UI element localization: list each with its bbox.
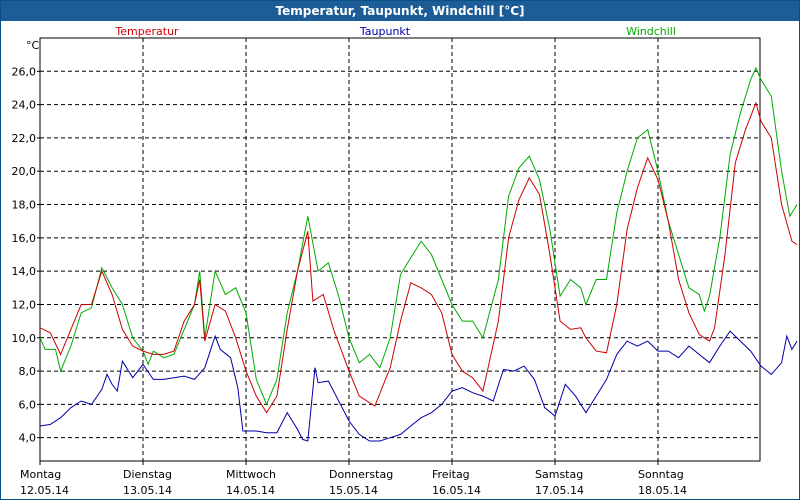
y-tick-label: 10,0 bbox=[12, 332, 37, 345]
y-tick-label: 8,0 bbox=[19, 365, 37, 378]
x-tick-day-label: Mittwoch bbox=[226, 468, 276, 481]
x-tick-date-label: 17.05.14 bbox=[535, 484, 584, 497]
y-tick-label: 6,0 bbox=[19, 398, 37, 411]
window-title: Temperatur, Taupunkt, Windchill [°C] bbox=[1, 1, 799, 21]
x-tick-date-label: 14.05.14 bbox=[226, 484, 275, 497]
x-tick-date-label: 16.05.14 bbox=[432, 484, 481, 497]
y-tick-label: 24,0 bbox=[12, 99, 37, 112]
series-line-windchill bbox=[39, 66, 798, 406]
y-tick-label: 18,0 bbox=[12, 199, 37, 212]
y-axis-label: °C bbox=[26, 39, 40, 52]
series-line-temperatur bbox=[39, 101, 798, 414]
y-tick-label: 26,0 bbox=[12, 65, 37, 78]
legend-taupunkt: Taupunkt bbox=[359, 25, 411, 38]
x-tick-day-label: Donnerstag bbox=[329, 468, 393, 481]
legend-windchill: Windchill bbox=[626, 25, 676, 38]
y-tick-label: 16,0 bbox=[12, 232, 37, 245]
y-tick-label: 20,0 bbox=[12, 165, 37, 178]
y-tick-label: 12,0 bbox=[12, 298, 37, 311]
y-tick-label: 14,0 bbox=[12, 265, 37, 278]
x-tick-day-label: Montag bbox=[20, 468, 61, 481]
x-tick-date-label: 18.05.14 bbox=[638, 484, 687, 497]
y-tick-label: 4,0 bbox=[19, 432, 37, 445]
x-tick-day-label: Sonntag bbox=[638, 468, 684, 481]
plot-area bbox=[39, 37, 761, 462]
legend-temperatur: Temperatur bbox=[114, 25, 179, 38]
x-tick-day-label: Dienstag bbox=[123, 468, 172, 481]
x-tick-date-label: 13.05.14 bbox=[123, 484, 172, 497]
x-tick-day-label: Freitag bbox=[432, 468, 470, 481]
y-tick-label: 22,0 bbox=[12, 132, 37, 145]
series-line-taupunkt bbox=[39, 330, 798, 442]
x-tick-date-label: 12.05.14 bbox=[20, 484, 69, 497]
x-tick-day-label: Samstag bbox=[535, 468, 583, 481]
x-tick-date-label: 15.05.14 bbox=[329, 484, 378, 497]
